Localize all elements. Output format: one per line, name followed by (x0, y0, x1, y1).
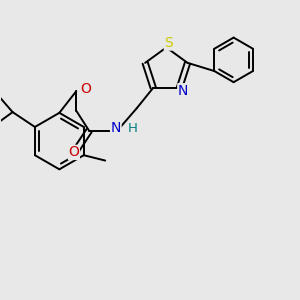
Text: N: N (111, 121, 121, 135)
Text: N: N (178, 84, 188, 98)
Text: H: H (128, 122, 138, 135)
Text: S: S (164, 36, 173, 50)
Text: O: O (80, 82, 91, 96)
Text: O: O (68, 146, 79, 159)
